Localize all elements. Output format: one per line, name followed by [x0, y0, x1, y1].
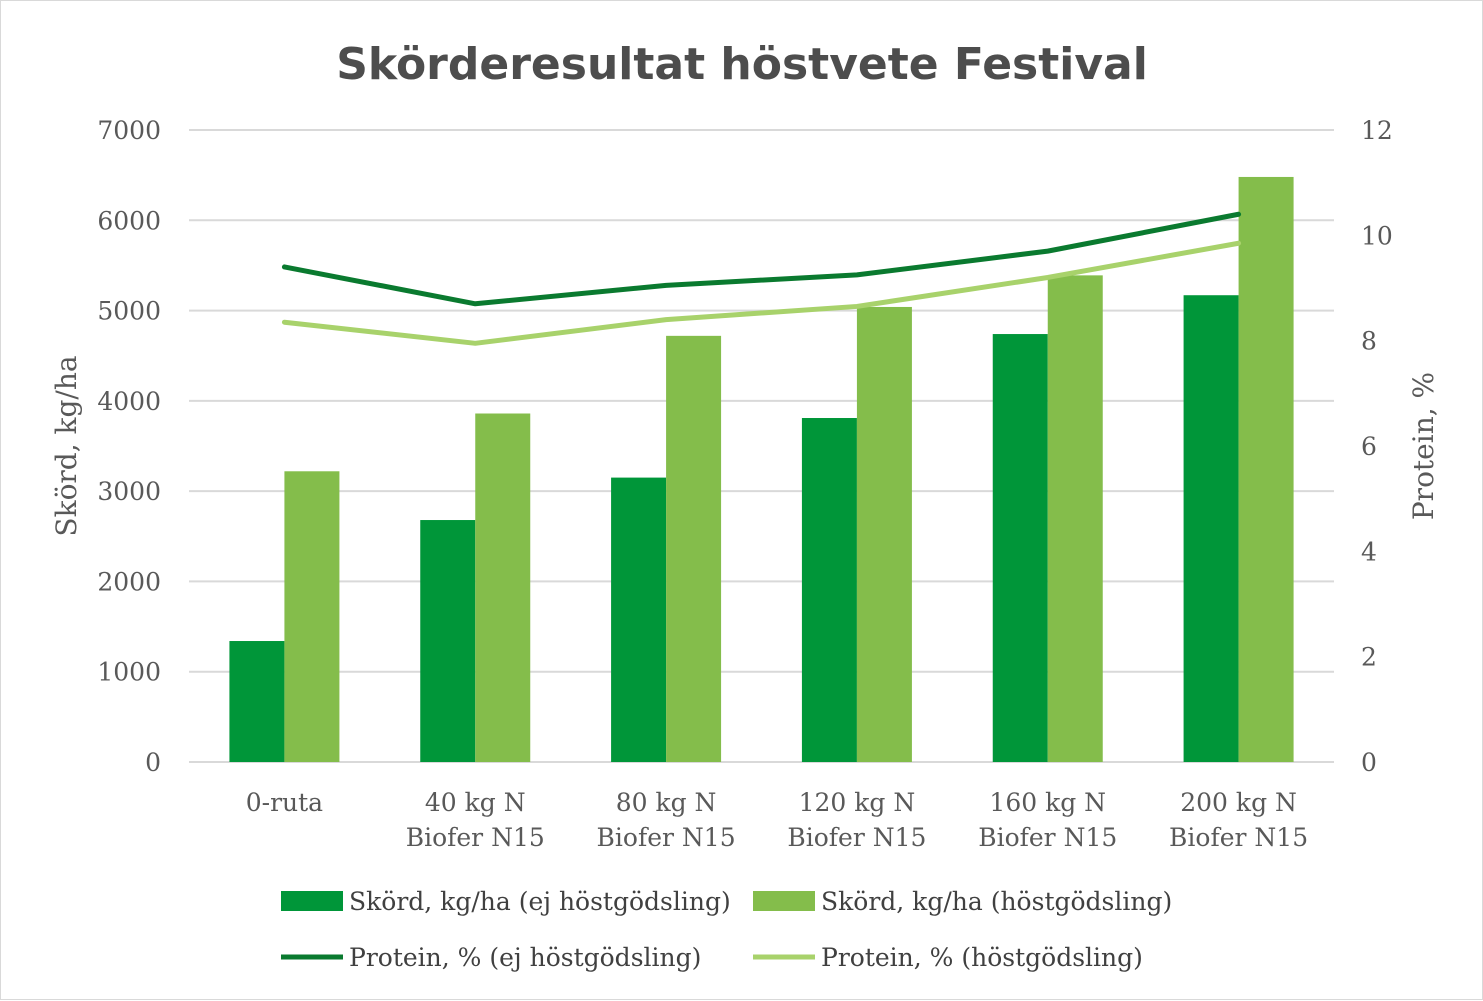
y2-tick-label: 4: [1361, 537, 1377, 566]
category-label-line: Biofer N15: [1169, 823, 1308, 852]
y2-tick-label: 12: [1361, 116, 1393, 145]
legend-swatch: [281, 891, 343, 911]
gridlines: [189, 129, 1334, 763]
y-axis-title: Skörd, kg/ha: [50, 355, 83, 536]
y-tick-label: 1000: [97, 658, 161, 687]
category-label: 40 kg N Biofer N15: [406, 788, 545, 852]
legend-label: Protein, % (ej höstgödsling): [349, 943, 701, 972]
y-tick-label: 2000: [97, 567, 161, 596]
category-label-line: Biofer N15: [597, 823, 736, 852]
right-axis-ticks: 0 2 4 6 8 10 12: [1361, 116, 1393, 777]
y-tick-label: 3000: [97, 477, 161, 506]
category-label-line: 40 kg N: [425, 788, 526, 817]
category-label-line: Biofer N15: [406, 823, 545, 852]
category-label: 0-ruta: [246, 788, 323, 817]
category-axis-ticks: 0-ruta 40 kg N Biofer N15 80 kg N Biofer N15…: [246, 788, 1308, 852]
bar: [856, 306, 912, 762]
category-label: 160 kg N Biofer N15: [978, 788, 1117, 852]
category-label-line: Biofer N15: [787, 823, 926, 852]
y-tick-label: 5000: [97, 297, 161, 326]
category-label-line: 200 kg N: [1180, 788, 1297, 817]
left-axis-ticks: 0 1000 2000 3000 4000 5000 6000 7000: [97, 116, 161, 777]
y-tick-label: 7000: [97, 116, 161, 145]
category-label: 120 kg N Biofer N15: [787, 788, 926, 852]
y2-tick-label: 8: [1361, 327, 1377, 356]
y2-tick-label: 6: [1361, 432, 1377, 461]
category-label-line: 160 kg N: [989, 788, 1106, 817]
bar: [801, 418, 857, 762]
bar: [420, 520, 476, 762]
category-label-line: 80 kg N: [616, 788, 717, 817]
protein-lines: [281, 211, 1242, 346]
category-label: 200 kg N Biofer N15: [1169, 788, 1308, 852]
category-label-line: 0-ruta: [246, 788, 323, 817]
category-label: 80 kg N Biofer N15: [597, 788, 736, 852]
bar: [229, 641, 285, 762]
y2-tick-label: 0: [1361, 748, 1377, 777]
category-label-line: 120 kg N: [799, 788, 916, 817]
y2-tick-label: 10: [1361, 221, 1393, 250]
legend: Skörd, kg/ha (ej höstgödsling) Skörd, kg/…: [281, 887, 1172, 972]
y2-tick-label: 2: [1361, 643, 1377, 672]
bar: [1238, 176, 1294, 762]
bar: [992, 334, 1048, 762]
bar: [475, 413, 531, 762]
protein-line: [281, 240, 1242, 346]
legend-label: Skörd, kg/ha (ej höstgödsling): [349, 887, 731, 916]
bar: [611, 477, 667, 762]
y2-axis-title: Protein, %: [1407, 372, 1440, 520]
legend-swatch: [753, 891, 815, 911]
bar: [1047, 275, 1103, 762]
legend-label: Protein, % (höstgödsling): [821, 943, 1143, 972]
bar: [284, 471, 340, 762]
y-tick-label: 0: [145, 748, 161, 777]
y-tick-label: 6000: [97, 206, 161, 235]
y-tick-label: 4000: [97, 387, 161, 416]
bar: [1183, 295, 1239, 762]
category-label-line: Biofer N15: [978, 823, 1117, 852]
bar: [666, 335, 722, 762]
bars: [229, 176, 1294, 762]
protein-line: [281, 211, 1242, 307]
chart-title: Skörderesultat höstvete Festival: [336, 39, 1148, 90]
legend-label: Skörd, kg/ha (höstgödsling): [821, 887, 1172, 916]
